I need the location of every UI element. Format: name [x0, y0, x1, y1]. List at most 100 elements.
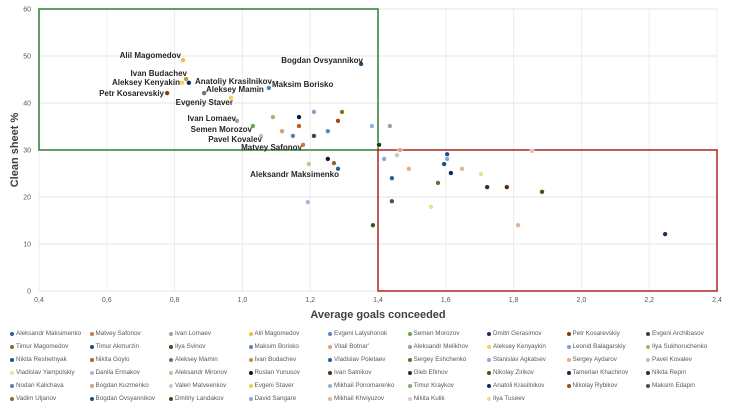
legend-item[interactable]: Leonid Balagarskiy [566, 340, 647, 353]
data-point[interactable] [296, 114, 302, 120]
data-point[interactable] [325, 156, 331, 162]
legend-item[interactable]: Nodari Kalichava [10, 379, 90, 392]
legend-item[interactable]: Alil Magomedov [248, 327, 329, 340]
legend-item[interactable]: Matvey Safonov [89, 327, 170, 340]
data-point[interactable] [228, 95, 234, 101]
legend-item[interactable]: Maksim Edapin [646, 379, 726, 392]
legend-item[interactable]: Vladislav Yampolskiy [10, 366, 90, 379]
data-point[interactable] [444, 156, 450, 162]
data-point[interactable] [515, 222, 521, 228]
legend-item[interactable]: Mikhail Khviyuzov [328, 392, 408, 405]
data-point[interactable] [387, 123, 393, 129]
data-point[interactable] [183, 76, 189, 82]
legend-item[interactable]: Evgeni Archibasov [646, 327, 726, 340]
legend-item[interactable]: Nikita Repin [646, 366, 726, 379]
data-point[interactable] [325, 128, 331, 134]
legend-item[interactable]: Evgeni Staver [248, 379, 329, 392]
legend-item[interactable]: Nikolay Zirikov [487, 366, 567, 379]
legend-item[interactable]: Sergey Aydarov [566, 353, 647, 366]
legend-item[interactable]: Aleksey Kenyaykin [487, 340, 567, 353]
data-point[interactable] [478, 171, 484, 177]
legend-item[interactable]: Timur Magomedov [10, 340, 90, 353]
data-point[interactable] [234, 118, 240, 124]
legend-item[interactable]: Evgeni Latyshonok [328, 327, 408, 340]
data-point[interactable] [539, 189, 545, 195]
data-point[interactable] [358, 61, 364, 67]
data-point[interactable] [448, 170, 454, 176]
legend-item[interactable]: David Sangare [248, 392, 329, 405]
data-point[interactable] [201, 90, 207, 96]
legend-item[interactable]: Aleksandr Melikhov [407, 340, 488, 353]
data-point[interactable] [370, 222, 376, 228]
legend-item[interactable]: Danila Ermakov [89, 366, 170, 379]
legend-item[interactable]: Nikita Goylo [89, 353, 170, 366]
data-point[interactable] [484, 184, 490, 190]
data-point[interactable] [290, 133, 296, 139]
data-point[interactable] [529, 148, 535, 154]
data-point[interactable] [444, 151, 450, 157]
data-point[interactable] [389, 175, 395, 181]
data-point[interactable] [164, 90, 170, 96]
legend-item[interactable]: Vitali Botnar' [328, 340, 408, 353]
legend-item[interactable]: Aleksandr Mironov [169, 366, 249, 379]
legend-item[interactable]: Anatoli Krasilnikov [487, 379, 567, 392]
legend-item[interactable]: Valeri Matveenkov [169, 379, 249, 392]
data-point[interactable] [331, 160, 337, 166]
legend-item[interactable]: Ivan Lomaev [169, 327, 249, 340]
data-point[interactable] [662, 231, 668, 237]
data-point[interactable] [339, 109, 345, 115]
data-point[interactable] [306, 161, 312, 167]
data-point[interactable] [179, 80, 185, 86]
legend-item[interactable]: Vladislav Poletaev [328, 353, 408, 366]
data-point[interactable] [369, 123, 375, 129]
legend-item[interactable]: Ruslan Yunusov [248, 366, 329, 379]
legend-item[interactable]: Dmitriy Landakov [169, 392, 249, 405]
data-point[interactable] [441, 161, 447, 167]
data-point[interactable] [397, 147, 403, 153]
data-point[interactable] [381, 156, 387, 162]
legend-item[interactable]: Pavel Kovalev [646, 353, 726, 366]
data-point[interactable] [186, 80, 192, 86]
legend-item[interactable]: Ilya Svinov [169, 340, 249, 353]
legend-item[interactable]: Nikolay Rybikov [566, 379, 647, 392]
data-point[interactable] [270, 114, 276, 120]
data-point[interactable] [335, 166, 341, 172]
legend-item[interactable]: Dmitri Gerasimov [487, 327, 567, 340]
legend-item[interactable]: Bogdan Ovsyannikov [89, 392, 170, 405]
data-point[interactable] [279, 128, 285, 134]
legend-item[interactable]: Ilya Tuseev [487, 392, 567, 405]
data-point[interactable] [389, 198, 395, 204]
data-point[interactable] [335, 118, 341, 124]
legend-item[interactable]: Aleksey Mamin [169, 353, 249, 366]
legend-item[interactable]: Nikita Reshetnyak [10, 353, 90, 366]
data-point[interactable] [504, 184, 510, 190]
legend-item[interactable]: Vadim Uljanov [10, 392, 90, 405]
data-point[interactable] [428, 204, 434, 210]
data-point[interactable] [305, 199, 311, 205]
legend-item[interactable]: Maksim Borisko [248, 340, 329, 353]
data-point[interactable] [311, 133, 317, 139]
legend-item[interactable]: Sergey Eshchenko [407, 353, 488, 366]
legend-item[interactable]: Tamerlan Khachirov [566, 366, 647, 379]
legend-item[interactable]: Stanislav Agkatsev [487, 353, 567, 366]
data-point[interactable] [394, 152, 400, 158]
legend-item[interactable]: Ilya Sukhoruchenko [646, 340, 726, 353]
legend-item[interactable]: Ivan Budachev [248, 353, 329, 366]
legend-item[interactable]: Gleb Efimov [407, 366, 488, 379]
legend-item[interactable]: Nikita Kulik [407, 392, 488, 405]
legend-item[interactable]: Ivan Salnikov [328, 366, 408, 379]
data-point[interactable] [459, 166, 465, 172]
legend-item[interactable]: Timur Akmurzin [89, 340, 170, 353]
data-point[interactable] [296, 123, 302, 129]
data-point[interactable] [300, 142, 306, 148]
legend-item[interactable]: Petr Kosarevskiy [566, 327, 647, 340]
legend-item[interactable]: Aleksandr Maksimenko [10, 327, 90, 340]
data-point[interactable] [258, 133, 264, 139]
data-point[interactable] [180, 57, 186, 63]
data-point[interactable] [250, 123, 256, 129]
legend-item[interactable]: Bogdan Kuzmenko [89, 379, 170, 392]
legend-item[interactable]: Semen Morozov [407, 327, 488, 340]
data-point[interactable] [266, 85, 272, 91]
legend-item[interactable]: Mikhail Ponomarenko [328, 379, 408, 392]
data-point[interactable] [376, 142, 382, 148]
